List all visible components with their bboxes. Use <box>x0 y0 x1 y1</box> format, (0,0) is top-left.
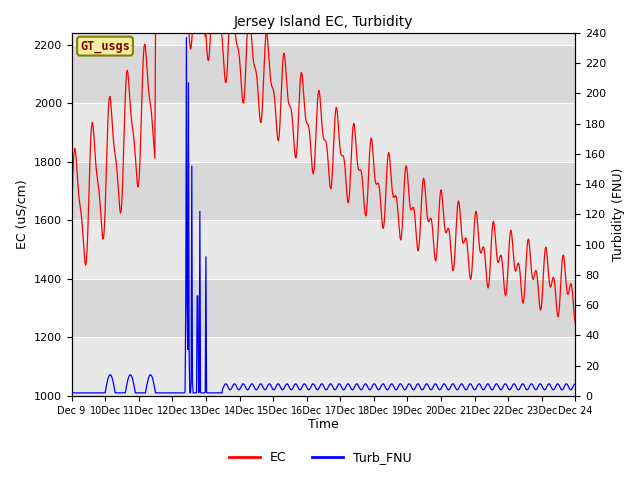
Bar <box>72 162 575 220</box>
Bar <box>72 279 575 337</box>
Y-axis label: EC (uS/cm): EC (uS/cm) <box>15 180 28 249</box>
Bar <box>72 220 575 279</box>
Text: GT_usgs: GT_usgs <box>80 39 130 53</box>
Legend: EC, Turb_FNU: EC, Turb_FNU <box>223 446 417 469</box>
Bar <box>72 33 575 45</box>
Bar <box>72 103 575 162</box>
Title: Jersey Island EC, Turbidity: Jersey Island EC, Turbidity <box>234 15 413 29</box>
X-axis label: Time: Time <box>308 419 339 432</box>
Bar <box>72 337 575 396</box>
Y-axis label: Turbidity (FNU): Turbidity (FNU) <box>612 168 625 261</box>
Bar <box>72 45 575 103</box>
